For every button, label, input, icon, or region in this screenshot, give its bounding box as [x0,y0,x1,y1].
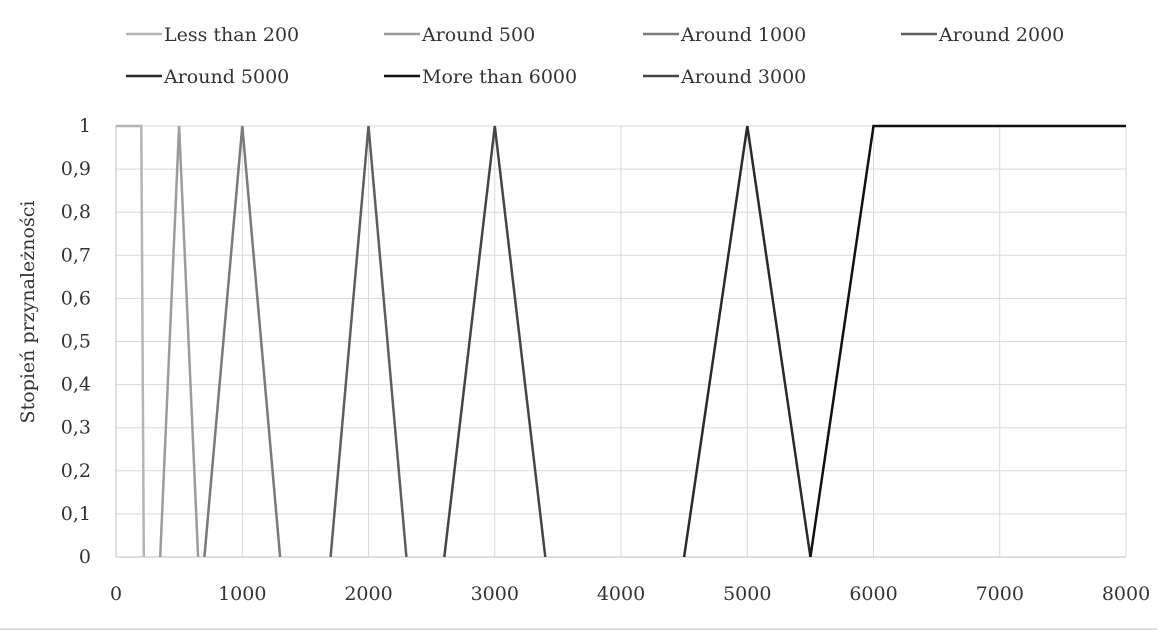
x-tick-label: 8000 [1102,583,1150,605]
legend-label: Around 1000 [680,24,806,46]
y-tick-label: 0,8 [61,201,91,223]
legend-item: Around 1000 [643,24,806,46]
series-group [116,124,1126,558]
y-tick-label: 0,6 [61,287,91,309]
y-tick-label: 1 [79,115,91,137]
legend-label: Less than 200 [164,24,299,46]
legend-label: More than 6000 [422,66,577,88]
series-line [116,124,146,558]
series-line [158,125,200,558]
legend-label: Around 5000 [163,66,289,88]
x-tick-label: 1000 [218,583,266,605]
legend-item: Around 5000 [126,66,289,88]
legend-item: Around 500 [384,24,535,46]
series-line [443,125,547,558]
legend-item: Around 2000 [901,24,1064,46]
legend-label: Around 3000 [680,66,806,88]
legend-label: Around 500 [421,24,535,46]
y-tick-label: 0,7 [61,244,91,266]
legend: Less than 200 Around 500 Around 1000 Around… [126,24,1064,88]
x-tick-label: 3000 [471,583,519,605]
legend-label: Around 2000 [938,24,1064,46]
x-tick-label: 4000 [597,583,645,605]
x-axis-ticks: 0 1000 2000 3000 4000 5000 6000 7000 8000 [110,583,1150,605]
y-axis-title: Stopień przynależności [17,201,39,424]
series-line [682,125,812,558]
y-tick-label: 0,1 [61,503,91,525]
y-axis-ticks: 0 0,1 0,2 0,3 0,4 0,5 0,6 0,7 0,8 0,9 1 [61,115,91,568]
grid [115,125,1127,558]
y-tick-label: 0,5 [61,331,91,353]
legend-item: Less than 200 [126,24,299,46]
x-tick-label: 2000 [344,583,392,605]
x-tick-label: 7000 [976,583,1024,605]
x-tick-label: 6000 [849,583,897,605]
x-tick-label: 5000 [723,583,771,605]
series-line [329,125,408,558]
y-tick-label: 0,3 [61,417,91,439]
y-tick-label: 0,4 [61,374,91,396]
series-line [809,124,1126,558]
legend-item: More than 6000 [384,66,577,88]
series-line [203,125,282,558]
y-tick-label: 0,2 [61,460,91,482]
legend-item: Around 3000 [643,66,806,88]
x-tick-label: 0 [110,583,122,605]
y-tick-label: 0 [79,546,91,568]
y-tick-label: 0,9 [61,158,91,180]
